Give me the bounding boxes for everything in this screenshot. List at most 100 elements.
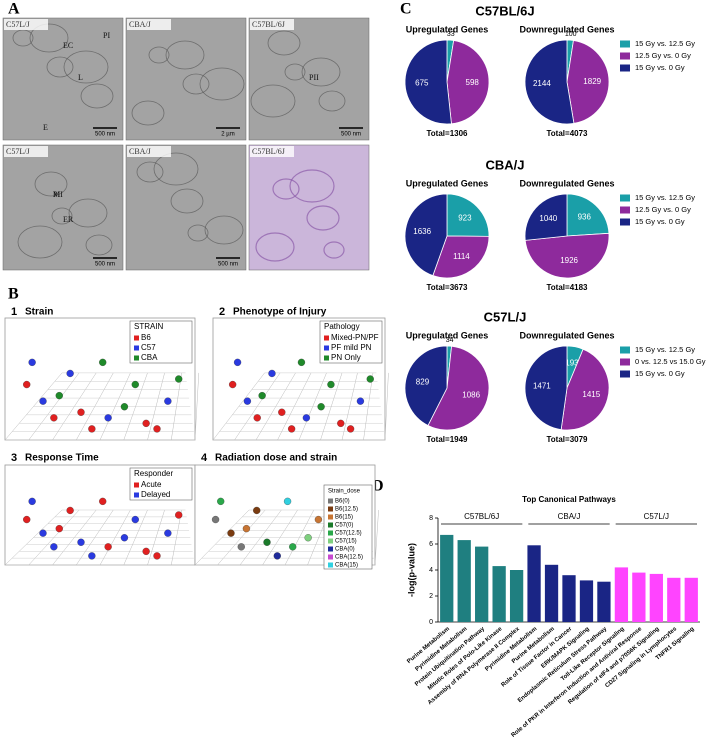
micrograph-texture: [17, 225, 63, 259]
pie-slice: [404, 193, 448, 277]
micrograph-texture: [131, 100, 165, 126]
micrograph-image: [125, 17, 247, 141]
plot-3d-grid: [320, 372, 343, 441]
pie-total: Total=3079: [547, 435, 589, 444]
legend-swatch: [134, 345, 139, 351]
legend-label: 0 vs. 12.5 vs 15.0 Gy: [635, 357, 706, 366]
panel-label: B: [8, 286, 19, 303]
panel-label: A: [8, 1, 20, 18]
plot-point: [253, 414, 261, 422]
micrograph: C57L/J 500 nm EC PI L E: [2, 17, 124, 141]
slice-label: 1471: [533, 381, 551, 390]
bar: [649, 573, 663, 622]
bar: [475, 546, 489, 622]
plot-point: [50, 414, 58, 422]
legend-title: STRAIN: [134, 322, 164, 331]
plot-3d-grid: [147, 509, 165, 566]
bar: [562, 575, 576, 622]
micrograph-texture: [63, 50, 109, 84]
plot-point: [287, 425, 296, 433]
legend-label: 15 Gy vs. 12.5 Gy: [635, 345, 695, 354]
plot-point: [77, 538, 85, 546]
legend-swatch: [620, 40, 630, 48]
slice-label: 1086: [462, 390, 480, 399]
legend-label: PF mild PN: [331, 343, 372, 352]
legend-box: [129, 467, 193, 501]
plot-point: [253, 506, 261, 515]
legend-label: 15 Gy vs. 12.5 Gy: [635, 193, 695, 202]
legend-swatch: [328, 554, 333, 560]
legend-swatch: [620, 64, 630, 72]
plot-point: [66, 369, 74, 378]
pie-title: Upregulated Genes: [406, 178, 489, 188]
micrograph-annotation: M: [53, 190, 60, 199]
panel-label: D: [372, 478, 384, 495]
group-title: C57BL/6J: [475, 3, 534, 18]
pie-slice: [446, 193, 490, 237]
legend-label: B6(12.5): [335, 507, 358, 513]
micrograph-texture: [204, 215, 244, 245]
slice-label: 2144: [533, 79, 551, 88]
micrograph-texture: [199, 67, 245, 101]
slice-label: 936: [578, 213, 592, 222]
pie-slice: [446, 40, 490, 125]
legend-label: CBA: [141, 353, 158, 362]
pie-total: Total=4073: [547, 129, 589, 138]
micrograph-label: CBA/J: [129, 147, 151, 156]
plot-3d-grid: [123, 372, 148, 441]
micrograph-texture: [136, 161, 164, 183]
micrograph-texture: [187, 224, 209, 242]
plot-point: [120, 403, 129, 411]
scale-label: 500 nm: [341, 132, 361, 138]
bar: [544, 564, 559, 622]
plot-point: [268, 369, 276, 378]
plot-3d-grid: [147, 372, 165, 441]
pie-slice: [404, 345, 448, 427]
panel-label: C: [400, 1, 412, 18]
bar: [579, 580, 594, 622]
plot-point: [99, 358, 107, 367]
legend-label: B6(15): [335, 515, 353, 521]
plot-point: [175, 375, 183, 383]
plot-title: Radiation dose and strain: [215, 453, 337, 464]
micrograph: C57BL/6J 500 nm PII: [248, 17, 370, 141]
pie-title: Downregulated Genes: [519, 24, 614, 34]
slice-label: 1926: [560, 256, 578, 265]
y-tick-label: 2: [429, 593, 433, 600]
micrograph-image: [125, 144, 247, 271]
micrograph-texture: [289, 169, 335, 203]
plot-point: [237, 543, 245, 551]
plot-point: [304, 534, 312, 542]
pie-slice: [524, 232, 610, 279]
slice-label: 1636: [413, 227, 431, 236]
plot-point: [297, 358, 306, 367]
micrograph-texture: [306, 205, 340, 231]
slice-label: 598: [466, 78, 480, 87]
legend-title: Strain_dose: [328, 489, 361, 495]
micrograph-annotation: PII: [53, 190, 63, 199]
plot-point: [104, 414, 112, 422]
legend-label: Mixed-PN/PF: [331, 333, 379, 342]
plot-point: [153, 425, 161, 433]
legend-label: 15 Gy vs. 0 Gy: [635, 63, 685, 72]
y-tick-label: 6: [429, 541, 433, 548]
y-axis-label: -log(p-value): [406, 543, 416, 597]
label-bg: [4, 19, 48, 30]
legend-label: 15 Gy vs. 0 Gy: [635, 217, 685, 226]
micrograph-texture: [170, 188, 204, 214]
plot-point: [175, 511, 183, 519]
micrograph-texture: [301, 57, 341, 87]
slice-label: 1829: [583, 77, 601, 86]
group-label: CBA/J: [558, 512, 581, 521]
micrograph-texture: [29, 23, 69, 53]
plot-point: [88, 425, 96, 433]
plot-point: [66, 506, 74, 515]
plot-number: 3: [11, 452, 17, 464]
plot-number: 1: [11, 306, 17, 318]
pie-slice: [524, 193, 568, 241]
bar: [684, 577, 698, 622]
micrograph-annotation: PII: [309, 73, 319, 82]
bar: [492, 566, 506, 622]
legend-swatch: [324, 335, 329, 341]
